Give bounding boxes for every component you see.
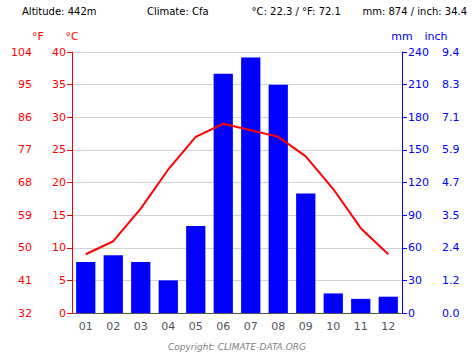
svg-text:41: 41 [18,274,32,287]
svg-text:30: 30 [408,274,422,287]
svg-text:09: 09 [299,320,313,333]
svg-text:03: 03 [134,320,148,333]
svg-text:59: 59 [18,209,32,222]
svg-text:0: 0 [59,307,66,320]
svg-text:5.9: 5.9 [442,143,460,156]
svg-text:210: 210 [408,78,429,91]
svg-text:77: 77 [18,143,32,156]
svg-text:11: 11 [354,320,368,333]
svg-text:08: 08 [271,320,285,333]
svg-text:50: 50 [18,241,32,254]
svg-text:°C: °C [65,30,79,43]
svg-text:15: 15 [52,209,66,222]
svg-text:90: 90 [408,209,422,222]
svg-text:Climate: Cfa: Climate: Cfa [147,6,209,17]
svg-text:06: 06 [216,320,230,333]
svg-text:25: 25 [52,143,66,156]
svg-text:04: 04 [161,320,175,333]
svg-text:95: 95 [18,78,32,91]
svg-text:180: 180 [408,111,429,124]
svg-text:mm: 874 / inch: 34.4: mm: 874 / inch: 34.4 [362,6,467,17]
svg-text:1.2: 1.2 [442,274,460,287]
svg-text:5: 5 [59,274,66,287]
svg-text:68: 68 [18,176,32,189]
svg-text:9.4: 9.4 [442,46,460,59]
svg-text:2.4: 2.4 [442,241,460,254]
svg-text:4.7: 4.7 [442,176,460,189]
svg-text:86: 86 [18,111,32,124]
svg-text:Altitude: 442m: Altitude: 442m [22,6,96,17]
svg-text:7.1: 7.1 [442,111,460,124]
svg-text:30: 30 [52,111,66,124]
svg-text:104: 104 [11,46,32,59]
svg-text:60: 60 [408,241,422,254]
svg-text:01: 01 [79,320,93,333]
svg-text:inch: inch [424,30,447,43]
svg-text:32: 32 [18,307,32,320]
svg-text:35: 35 [52,78,66,91]
svg-text:240: 240 [408,46,429,59]
svg-text:°F: °F [32,30,44,43]
svg-text:0: 0 [408,307,415,320]
svg-text:°C: 22.3 / °F: 72.1: °C: 22.3 / °F: 72.1 [252,6,341,17]
svg-text:8.3: 8.3 [442,78,460,91]
svg-text:10: 10 [52,241,66,254]
svg-text:02: 02 [106,320,120,333]
svg-text:mm: mm [391,30,412,43]
svg-text:20: 20 [52,176,66,189]
svg-text:12: 12 [381,320,395,333]
svg-text:40: 40 [52,46,66,59]
svg-text:150: 150 [408,143,429,156]
svg-text:Copyright: CLIMATE-DATA.ORG: Copyright: CLIMATE-DATA.ORG [168,342,306,352]
svg-text:05: 05 [189,320,203,333]
svg-text:07: 07 [244,320,258,333]
svg-text:0.0: 0.0 [442,307,460,320]
svg-text:120: 120 [408,176,429,189]
svg-text:3.5: 3.5 [442,209,460,222]
svg-text:10: 10 [326,320,340,333]
